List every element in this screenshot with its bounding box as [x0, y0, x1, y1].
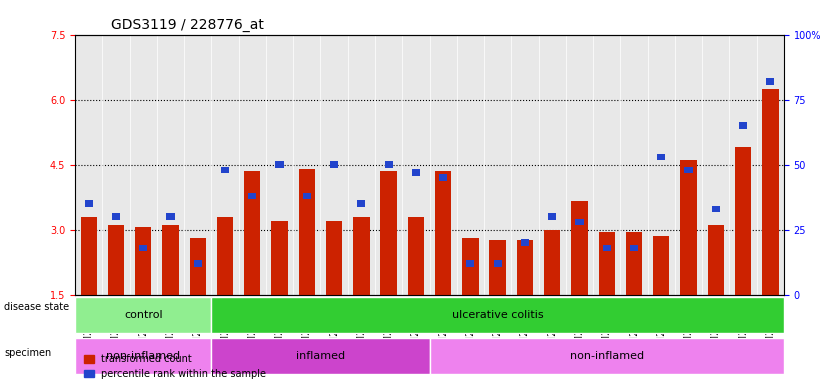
Text: GDS3119 / 228776_at: GDS3119 / 228776_at: [110, 18, 264, 32]
Bar: [193, 260, 202, 266]
Bar: [599, 232, 615, 359]
Bar: [517, 240, 533, 359]
Bar: [167, 214, 174, 220]
Bar: [521, 239, 529, 246]
Bar: [490, 240, 506, 359]
Bar: [249, 192, 256, 199]
FancyBboxPatch shape: [75, 338, 211, 374]
Bar: [657, 154, 666, 160]
Bar: [139, 245, 148, 251]
Bar: [84, 200, 93, 207]
Bar: [603, 245, 610, 251]
FancyBboxPatch shape: [430, 338, 784, 374]
Text: disease state: disease state: [4, 302, 69, 312]
Bar: [244, 171, 260, 359]
Bar: [81, 217, 97, 359]
Bar: [135, 227, 152, 359]
Bar: [384, 161, 393, 168]
Bar: [189, 238, 206, 359]
Bar: [707, 225, 724, 359]
Bar: [766, 78, 775, 84]
FancyBboxPatch shape: [75, 296, 211, 333]
Text: specimen: specimen: [4, 348, 52, 358]
Text: non-inflamed: non-inflamed: [106, 351, 180, 361]
Bar: [330, 161, 338, 168]
FancyBboxPatch shape: [211, 296, 784, 333]
Bar: [408, 217, 424, 359]
Bar: [380, 171, 397, 359]
Bar: [762, 89, 778, 359]
Bar: [630, 245, 638, 251]
Bar: [353, 217, 369, 359]
Text: ulcerative colitis: ulcerative colitis: [452, 310, 544, 320]
Bar: [711, 205, 720, 212]
Bar: [271, 221, 288, 359]
FancyBboxPatch shape: [211, 338, 430, 374]
Bar: [626, 232, 642, 359]
Bar: [462, 238, 479, 359]
Bar: [275, 161, 284, 168]
Bar: [217, 217, 234, 359]
Bar: [303, 192, 311, 199]
Text: control: control: [124, 310, 163, 320]
Bar: [435, 171, 451, 359]
Bar: [439, 174, 447, 181]
Bar: [494, 260, 502, 266]
Text: non-inflamed: non-inflamed: [570, 351, 644, 361]
Legend: transformed count, percentile rank within the sample: transformed count, percentile rank withi…: [80, 350, 270, 383]
Bar: [221, 167, 229, 173]
Bar: [108, 225, 124, 359]
Bar: [544, 230, 560, 359]
Bar: [575, 218, 584, 225]
Bar: [735, 147, 751, 359]
Bar: [653, 236, 670, 359]
Bar: [412, 169, 420, 175]
Bar: [299, 169, 315, 359]
Bar: [466, 260, 475, 266]
Bar: [571, 202, 588, 359]
Bar: [357, 200, 365, 207]
Bar: [739, 122, 747, 129]
Bar: [112, 214, 120, 220]
Bar: [326, 221, 342, 359]
Bar: [685, 167, 692, 173]
Bar: [548, 214, 556, 220]
Bar: [163, 225, 178, 359]
Bar: [681, 160, 696, 359]
Text: inflamed: inflamed: [296, 351, 345, 361]
